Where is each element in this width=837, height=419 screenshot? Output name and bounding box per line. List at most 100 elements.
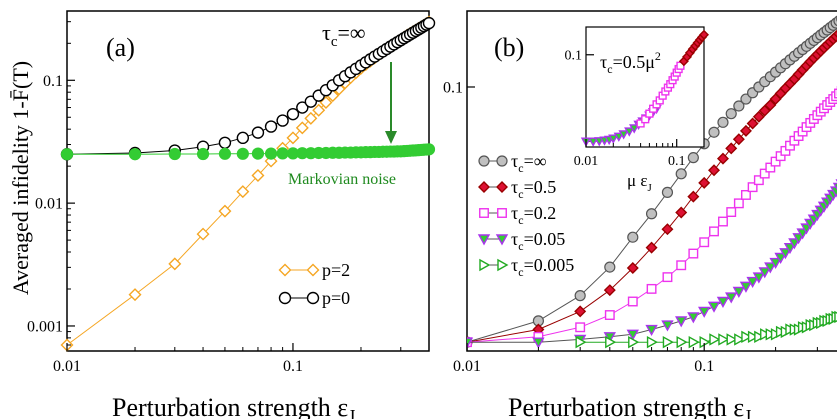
series-0: [467, 15, 837, 348]
data-point: [236, 185, 250, 199]
data-point: [699, 29, 709, 40]
panel-a: 0.01 0.1 0.001 0.01 0.1 (a) τc=∞ Markovian …: [8, 10, 436, 419]
legend-label: p=0: [322, 288, 350, 308]
legend-label: p=2: [322, 260, 350, 280]
panel-a-y-ticks: 0.001 0.01 0.1: [27, 21, 75, 346]
legend-value: =0.2: [524, 203, 557, 223]
data-point: [758, 267, 771, 279]
data-point: [629, 124, 640, 134]
inset-x-ticks: 0.01 0.1: [574, 139, 705, 169]
data-point: [726, 333, 738, 346]
y-tick-label: 0.01: [35, 196, 63, 213]
legend-value: =0.005: [524, 255, 575, 275]
data-point: [532, 337, 545, 349]
data-point: [627, 296, 638, 307]
legend-item: τc=∞: [478, 151, 547, 175]
x-tick-label: 0.01: [574, 154, 599, 169]
data-point: [739, 124, 752, 137]
data-point: [604, 310, 615, 320]
inset-y-ticks: 0.1: [565, 49, 594, 64]
data-point: [627, 231, 639, 243]
series-4: [575, 310, 837, 349]
y-tick-label: 0.1: [43, 73, 63, 90]
data-point: [699, 237, 710, 248]
data-point: [718, 216, 728, 227]
x-tick-label: 0.1: [668, 154, 686, 169]
panel-b: 0.01 0.1 0.1 (b) τc=∞τc=0.5τc=0.2τc=0.05τ…: [443, 10, 837, 419]
data-point: [726, 207, 737, 217]
legend-marker: [278, 263, 292, 277]
data-point: [304, 111, 318, 125]
data-point: [765, 328, 777, 341]
data-point: [687, 312, 700, 324]
markovian-arrow-head: [385, 131, 397, 144]
data-point: [698, 176, 711, 189]
data-point: [716, 152, 729, 165]
data-point: [764, 99, 777, 112]
data-point: [422, 143, 436, 156]
panel-a-tau-label: τc=∞: [322, 20, 366, 50]
data-point: [747, 182, 758, 193]
panel-b-series: [467, 15, 837, 349]
data-point: [264, 147, 278, 160]
data-point: [645, 324, 658, 336]
legend-marker: [496, 181, 508, 193]
data-point: [286, 107, 300, 121]
data-point: [636, 119, 645, 128]
inset-title: τc=0.5μ2: [600, 49, 661, 76]
data-point: [734, 333, 746, 346]
data-point: [662, 335, 674, 349]
legend-marker: [278, 291, 292, 305]
panel-a-label: (a): [106, 33, 135, 62]
legend-marker: [306, 291, 320, 305]
data-point: [196, 147, 210, 161]
data-point: [603, 284, 616, 297]
data-point: [646, 283, 657, 294]
data-point: [725, 142, 738, 155]
legend-item: τc=0.005: [479, 255, 575, 279]
data-point: [575, 322, 586, 333]
data-point: [575, 335, 587, 349]
data-point: [740, 93, 752, 105]
legend-tau: τ: [511, 203, 518, 223]
inset-frame: [585, 26, 705, 148]
data-point: [752, 272, 766, 284]
data-point: [574, 305, 587, 318]
panel-a-x-ticks: 0.01 0.1: [53, 343, 430, 375]
panel-b-x-ticks: 0.01 0.1: [453, 343, 818, 375]
data-point: [128, 288, 142, 302]
data-point: [708, 126, 720, 138]
legend-tau-sub: c: [518, 213, 523, 227]
data-point: [295, 121, 309, 135]
data-point: [765, 162, 776, 173]
data-point: [675, 206, 688, 219]
data-point: [218, 147, 232, 160]
data-point: [717, 116, 729, 128]
data-point: [758, 104, 771, 117]
y-tick-label: 0.1: [443, 80, 463, 97]
data-point: [675, 316, 688, 328]
legend-marker: [497, 208, 507, 218]
legend-item: τc=0.5: [478, 177, 556, 201]
y-tick-label: 0.1: [565, 49, 583, 64]
legend-marker: [496, 155, 508, 167]
data-point: [608, 134, 619, 144]
panel-b-frame: [466, 10, 837, 352]
data-point: [725, 292, 738, 304]
data-point: [587, 137, 599, 147]
data-point: [626, 329, 639, 341]
data-point: [741, 330, 753, 344]
data-point: [264, 120, 278, 133]
data-point: [662, 272, 673, 283]
data-point: [646, 335, 659, 349]
data-point: [128, 148, 142, 161]
legend-label: τc=0.05: [511, 229, 565, 253]
series-2: [60, 143, 436, 161]
data-point: [196, 227, 210, 241]
data-point: [709, 226, 719, 237]
data-point: [286, 131, 300, 145]
data-point: [708, 164, 721, 177]
data-point: [676, 335, 688, 349]
data-point: [769, 257, 782, 270]
